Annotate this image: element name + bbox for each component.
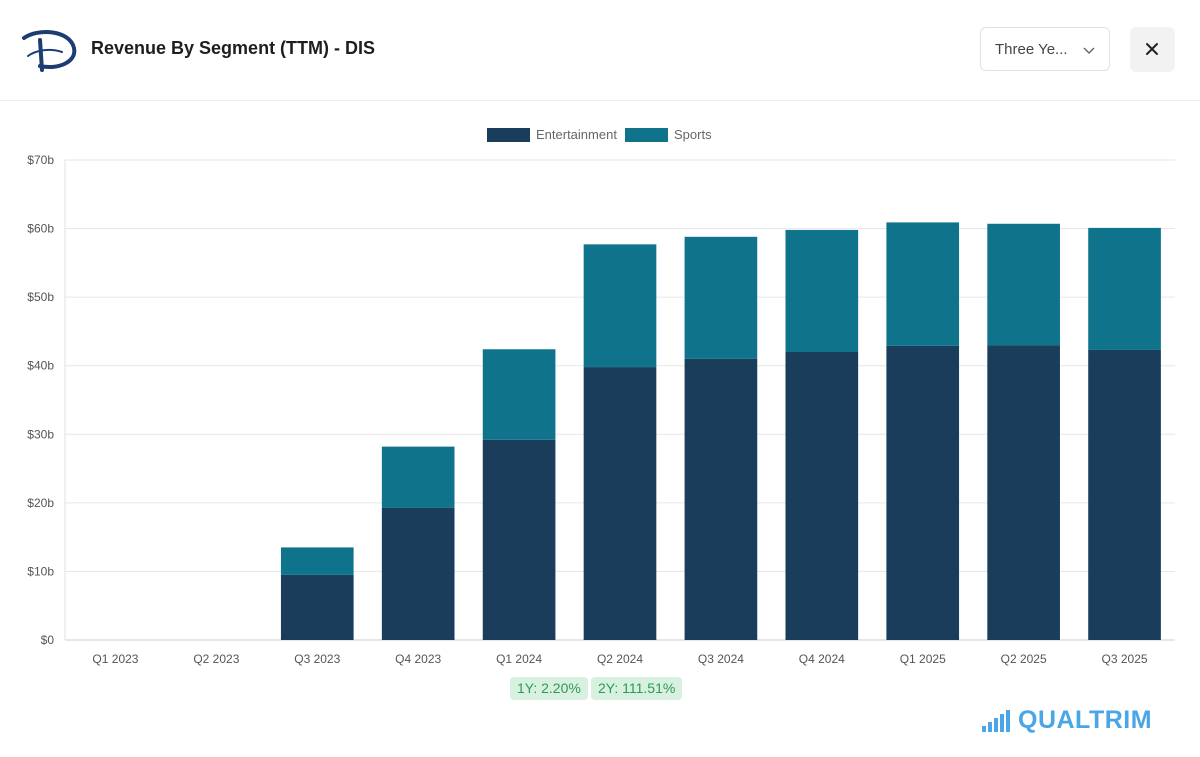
chart-legend: Entertainment Sports bbox=[487, 127, 712, 142]
bar-entertainment[interactable] bbox=[381, 507, 455, 640]
bar-sports[interactable] bbox=[280, 547, 354, 575]
x-tick-label: Q1 2024 bbox=[496, 652, 542, 666]
x-tick-label: Q1 2023 bbox=[92, 652, 138, 666]
y-tick-label: $40b bbox=[27, 359, 54, 373]
bar-sports[interactable] bbox=[1088, 227, 1161, 350]
x-tick-label: Q2 2023 bbox=[193, 652, 239, 666]
bar-sports[interactable] bbox=[886, 222, 960, 346]
legend-swatch[interactable] bbox=[625, 128, 668, 142]
y-tick-label: $0 bbox=[41, 633, 55, 647]
disney-logo-icon bbox=[22, 30, 77, 72]
x-axis-labels: Q1 2023 Q2 2023 Q3 2023 Q4 2023 Q1 2024 Q2 20… bbox=[92, 652, 1147, 666]
bar-sports[interactable] bbox=[987, 223, 1060, 346]
bar-entertainment[interactable] bbox=[583, 367, 657, 640]
legend-label[interactable]: Entertainment bbox=[536, 127, 617, 142]
bar-entertainment[interactable] bbox=[482, 439, 556, 640]
brand-name: QUALTRIM bbox=[1018, 706, 1153, 734]
y-tick-label: $10b bbox=[27, 564, 54, 578]
growth-badge-1y: 1Y: 2.20% bbox=[510, 677, 588, 700]
x-tick-label: Q1 2025 bbox=[900, 652, 946, 666]
x-tick-label: Q3 2024 bbox=[698, 652, 744, 666]
bar-entertainment[interactable] bbox=[280, 574, 354, 640]
legend-swatch[interactable] bbox=[487, 128, 530, 142]
x-tick-label: Q3 2025 bbox=[1102, 652, 1148, 666]
y-tick-label: $50b bbox=[27, 290, 54, 304]
y-tick-label: $30b bbox=[27, 427, 54, 441]
y-tick-label: $70b bbox=[27, 153, 54, 167]
close-icon bbox=[1146, 43, 1158, 55]
bar-entertainment[interactable] bbox=[1088, 349, 1161, 640]
bar-entertainment[interactable] bbox=[886, 345, 960, 640]
bar-sports[interactable] bbox=[381, 446, 455, 508]
time-range-select[interactable]: Three Ye... bbox=[980, 27, 1110, 71]
chart-bars bbox=[280, 222, 1161, 640]
header: Revenue By Segment (TTM) - DIS Three Ye.… bbox=[0, 0, 1200, 101]
bar-entertainment[interactable] bbox=[684, 358, 758, 640]
revenue-chart: Entertainment Sports $0 $10b $20b $30b $40b $5… bbox=[27, 127, 1175, 666]
x-tick-label: Q2 2025 bbox=[1001, 652, 1047, 666]
bar-sports[interactable] bbox=[482, 349, 556, 440]
page-title: Revenue By Segment (TTM) - DIS bbox=[91, 38, 376, 58]
time-range-value: Three Ye... bbox=[995, 41, 1068, 58]
y-tick-label: $60b bbox=[27, 222, 54, 236]
x-tick-label: Q3 2023 bbox=[294, 652, 340, 666]
bar-sports[interactable] bbox=[785, 229, 859, 352]
bar-sports[interactable] bbox=[583, 244, 657, 368]
x-tick-label: Q2 2024 bbox=[597, 652, 643, 666]
bar-entertainment[interactable] bbox=[785, 352, 859, 640]
chevron-down-icon bbox=[1083, 47, 1095, 54]
legend-label[interactable]: Sports bbox=[674, 127, 712, 142]
signal-bars-icon bbox=[982, 710, 1010, 732]
bar-sports[interactable] bbox=[684, 236, 758, 359]
y-tick-label: $20b bbox=[27, 496, 54, 510]
close-button[interactable] bbox=[1130, 27, 1175, 72]
x-tick-label: Q4 2023 bbox=[395, 652, 441, 666]
qualtrim-brand: QUALTRIM bbox=[980, 704, 1175, 736]
growth-badge-2y: 2Y: 111.51% bbox=[591, 677, 683, 700]
x-tick-label: Q4 2024 bbox=[799, 652, 845, 666]
bar-entertainment[interactable] bbox=[987, 345, 1060, 640]
